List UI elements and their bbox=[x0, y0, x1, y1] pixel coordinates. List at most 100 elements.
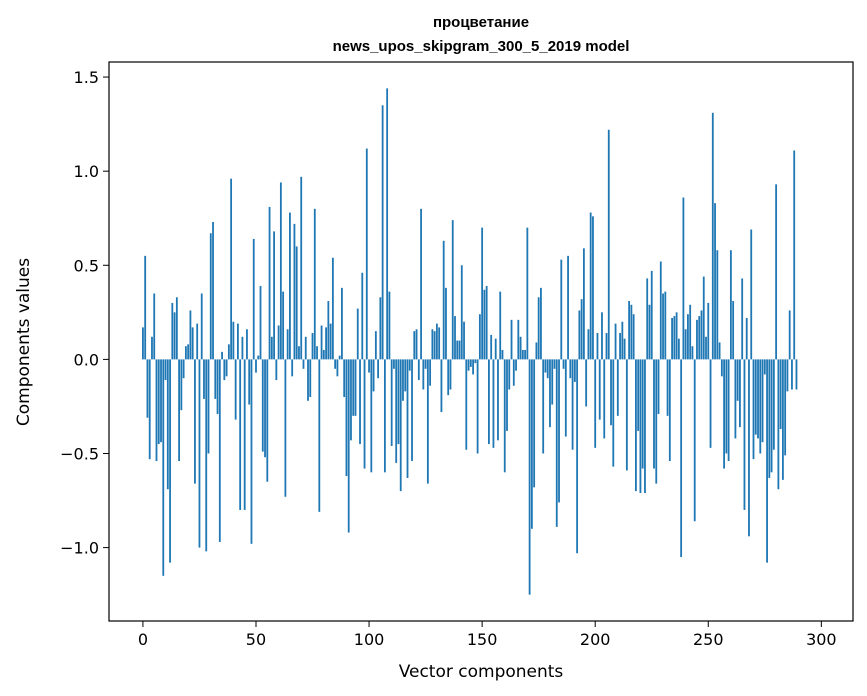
bar-component-197 bbox=[587, 329, 590, 360]
bar-component-173 bbox=[533, 359, 536, 488]
bar-component-206 bbox=[607, 129, 610, 360]
bar-component-130 bbox=[435, 323, 438, 360]
bar-component-176 bbox=[540, 287, 542, 360]
bar-component-180 bbox=[549, 359, 551, 428]
bar-component-175 bbox=[537, 297, 540, 360]
bar-component-277 bbox=[768, 359, 771, 478]
bar-component-65 bbox=[289, 212, 291, 360]
bar-component-227 bbox=[655, 359, 658, 484]
bar-component-6 bbox=[155, 359, 158, 462]
bar-component-182 bbox=[553, 359, 556, 369]
bar-component-81 bbox=[325, 327, 327, 360]
bar-component-148 bbox=[476, 359, 479, 454]
bar-component-9 bbox=[162, 359, 165, 576]
bar-component-241 bbox=[687, 314, 689, 360]
bar-component-201 bbox=[596, 333, 599, 360]
bar-component-168 bbox=[521, 349, 524, 360]
bar-component-268 bbox=[748, 359, 750, 537]
bar-component-74 bbox=[309, 359, 312, 398]
bar-component-216 bbox=[630, 304, 633, 360]
bar-component-62 bbox=[282, 291, 285, 360]
bar-component-172 bbox=[530, 359, 533, 529]
bar-component-280 bbox=[775, 184, 778, 360]
bar-component-137 bbox=[451, 220, 454, 360]
bar-component-240 bbox=[684, 329, 687, 360]
bar-component-72 bbox=[304, 336, 307, 360]
bar-component-152 bbox=[485, 285, 488, 360]
y-tick-label: 1.5 bbox=[74, 68, 99, 87]
y-tick-label: −0.5 bbox=[60, 444, 99, 463]
bar-component-0 bbox=[142, 327, 144, 360]
bar-component-258 bbox=[725, 359, 728, 454]
bar-component-134 bbox=[445, 287, 447, 360]
bar-component-222 bbox=[644, 359, 646, 494]
bar-component-46 bbox=[246, 329, 248, 360]
bar-component-250 bbox=[707, 302, 710, 360]
bar-component-189 bbox=[569, 359, 572, 379]
bar-component-140 bbox=[458, 340, 461, 360]
bar-component-217 bbox=[632, 314, 635, 360]
bar-component-57 bbox=[270, 336, 273, 360]
bar-component-96 bbox=[359, 359, 361, 445]
bar-component-100 bbox=[368, 359, 370, 373]
bar-component-39 bbox=[230, 178, 233, 360]
bar-component-93 bbox=[352, 359, 355, 416]
x-tick-label: 0 bbox=[138, 630, 148, 649]
bar-component-49 bbox=[252, 238, 255, 360]
bar-component-185 bbox=[560, 259, 563, 360]
bar-component-179 bbox=[546, 359, 549, 379]
bar-component-262 bbox=[734, 359, 737, 439]
bar-component-163 bbox=[510, 319, 513, 360]
bar-component-89 bbox=[343, 359, 346, 398]
bar-component-212 bbox=[621, 321, 624, 360]
bar-component-80 bbox=[322, 349, 325, 360]
bar-component-136 bbox=[449, 359, 452, 390]
bar-component-135 bbox=[447, 359, 450, 396]
bar-component-94 bbox=[354, 359, 357, 416]
bar-component-210 bbox=[616, 359, 619, 416]
bar-component-282 bbox=[779, 359, 782, 430]
bar-component-66 bbox=[291, 359, 294, 377]
bar-component-198 bbox=[589, 212, 592, 360]
bar-component-165 bbox=[515, 359, 517, 371]
bar-component-87 bbox=[338, 355, 341, 360]
bar-component-249 bbox=[705, 336, 707, 360]
bar-component-58 bbox=[273, 231, 275, 360]
bar-component-28 bbox=[205, 359, 208, 552]
x-tick-label: 150 bbox=[467, 630, 498, 649]
bar-component-14 bbox=[173, 312, 176, 360]
bar-component-107 bbox=[383, 359, 386, 473]
bar-component-211 bbox=[619, 333, 621, 360]
bar-component-22 bbox=[191, 327, 194, 360]
bar-component-73 bbox=[307, 359, 309, 401]
bar-component-153 bbox=[488, 359, 490, 445]
bar-component-253 bbox=[714, 203, 716, 360]
bar-component-178 bbox=[544, 359, 547, 373]
bar-component-27 bbox=[203, 359, 205, 399]
bar-component-236 bbox=[675, 312, 678, 360]
bar-component-88 bbox=[341, 287, 343, 360]
bar-component-229 bbox=[659, 261, 662, 360]
x-tick-label: 100 bbox=[354, 630, 385, 649]
bar-component-91 bbox=[347, 359, 350, 533]
bar-component-255 bbox=[718, 342, 721, 360]
bar-component-117 bbox=[406, 359, 409, 478]
bar-component-194 bbox=[580, 299, 583, 360]
bar-component-3 bbox=[148, 359, 151, 460]
bar-component-40 bbox=[232, 321, 235, 360]
bar-component-42 bbox=[236, 323, 239, 360]
bar-component-103 bbox=[374, 331, 377, 360]
bar-component-274 bbox=[761, 359, 764, 443]
bar-component-102 bbox=[372, 359, 375, 392]
bar-component-90 bbox=[345, 359, 348, 477]
x-tick-label: 250 bbox=[693, 630, 724, 649]
bar-component-30 bbox=[209, 233, 212, 360]
bar-component-248 bbox=[702, 276, 705, 360]
bar-component-279 bbox=[772, 359, 775, 450]
bar-component-64 bbox=[286, 329, 289, 360]
bar-component-230 bbox=[662, 293, 664, 360]
bar-component-110 bbox=[390, 359, 393, 446]
bar-component-232 bbox=[666, 359, 669, 416]
bar-component-286 bbox=[788, 310, 791, 360]
